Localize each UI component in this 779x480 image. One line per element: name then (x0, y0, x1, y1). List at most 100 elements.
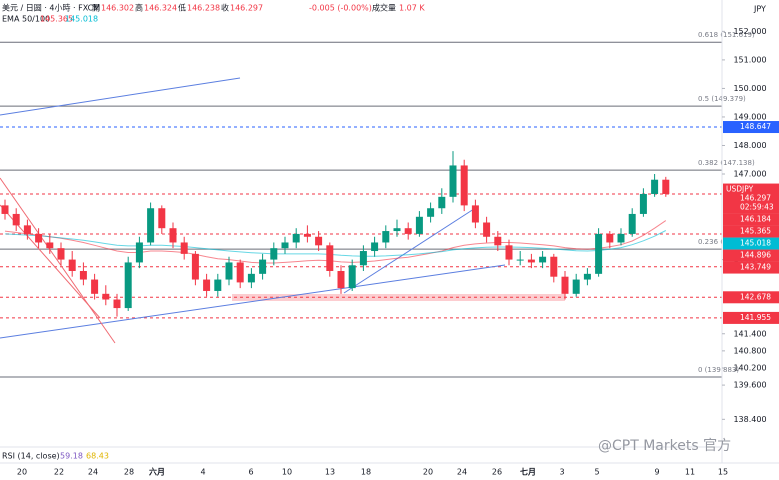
candle-body (460, 165, 468, 206)
candle-body (326, 245, 334, 271)
x-tick-label: 18 (361, 468, 371, 477)
y-tick-label: 148.000 (733, 141, 766, 150)
zone (232, 294, 565, 301)
ema-line (4, 230, 667, 257)
candle-body (57, 248, 65, 260)
candle-body (505, 245, 513, 260)
candle-body (124, 262, 132, 309)
currency: JPY (753, 5, 766, 14)
x-tick-label: 9 (654, 468, 659, 477)
candle-body (270, 248, 278, 260)
candle-body (79, 270, 87, 280)
candle-body (315, 236, 323, 246)
tag-value: 146.297 (740, 194, 771, 203)
ema-line (4, 220, 667, 264)
tag-value: 145.365 (740, 227, 771, 236)
candle-body (572, 279, 580, 294)
tag-name: USDJPY (726, 185, 754, 194)
candle-body (135, 242, 143, 263)
x-tick-label: 20 (423, 468, 433, 477)
rsi-value: 59.18 (60, 452, 83, 461)
candle-body (169, 228, 177, 243)
ohlc-value: 146.302 (101, 4, 134, 13)
candle-body (449, 165, 457, 197)
candle-body (180, 242, 188, 254)
plot-layer (1, 151, 670, 317)
candle-body (12, 213, 20, 226)
x-tick-label: 5 (594, 468, 599, 477)
candle-body (214, 279, 222, 291)
candle-body (292, 233, 300, 243)
candle-body (438, 196, 446, 209)
axis-layer: 152.000 151.000 150.000 149.000 148.000 147.0… (17, 27, 779, 477)
x-tick-label: 11 (685, 468, 695, 477)
candle-body (113, 299, 121, 309)
tag-value: 142.678 (740, 292, 771, 301)
candle-body (147, 208, 155, 243)
volume: 1.07 K (399, 4, 425, 13)
candle-body (337, 270, 345, 289)
ema-value: 145.365 (40, 15, 73, 24)
ema-value: 145.018 (65, 15, 98, 24)
ohlc-label: 開 (92, 4, 100, 13)
price-tag (723, 249, 779, 262)
candle-body (639, 193, 647, 214)
ohlc-label: 高 (135, 3, 143, 13)
x-tick-label: 七月 (520, 467, 536, 477)
x-tick-label: 24 (457, 468, 467, 477)
candle-body (651, 179, 659, 194)
ohlc-label: 收 (221, 3, 229, 13)
y-tick-label: 138.400 (733, 415, 766, 424)
x-tick-label: 22 (54, 468, 64, 477)
x-tick-label: 6 (248, 468, 253, 477)
x-tick-label: 4 (200, 468, 205, 477)
candle-body (247, 273, 255, 283)
x-tick-label: 15 (718, 468, 728, 477)
candle-body (236, 262, 244, 283)
candle-body (68, 259, 76, 271)
fib-label: 0.618 (151.619) (698, 31, 755, 39)
candle-body (404, 228, 412, 234)
symbol: 美元 / 日圆 · 4小時 · FXCM (2, 3, 100, 13)
trend-line (0, 77, 241, 116)
y-tick-label: 141.400 (733, 329, 766, 338)
candle-body (102, 293, 110, 300)
price-tag (723, 213, 779, 226)
candle-body (483, 222, 491, 237)
price-tag (723, 121, 779, 134)
trend-line (0, 264, 506, 339)
tag-value: 146.184 (740, 215, 771, 224)
price-tag (723, 291, 779, 304)
candle-body (91, 279, 99, 294)
candle-body (281, 242, 289, 249)
candle-body (628, 213, 636, 234)
tag-value: 144.896 (740, 251, 771, 260)
channel-line (0, 177, 116, 344)
tag-value: 141.955 (740, 313, 771, 322)
fib-label: 0.382 (147.138) (698, 159, 755, 167)
candle-body (225, 262, 233, 280)
x-tick-label: 20 (17, 468, 27, 477)
x-tick-label: 13 (325, 468, 335, 477)
candle-body (527, 259, 535, 263)
candle-body (561, 276, 569, 294)
ohlc-value: 146.297 (230, 4, 263, 13)
x-tick-label: 26 (492, 468, 502, 477)
candle-body (662, 179, 670, 194)
ohlc-value: 146.324 (144, 4, 177, 13)
candle-body (583, 273, 591, 280)
price-tag (723, 311, 779, 324)
candle-body (348, 265, 356, 289)
price-tag (723, 225, 779, 238)
candle-body (516, 259, 524, 261)
candle-body (393, 228, 401, 232)
price-tag (723, 261, 779, 274)
candle-body (550, 256, 558, 277)
fib-label: 0 (139.883) (698, 366, 739, 374)
tag-value: 148.647 (740, 122, 771, 131)
candle-body (427, 208, 435, 217)
candle-body (371, 242, 379, 252)
x-tick-label: 六月 (149, 467, 165, 477)
candle-body (382, 231, 390, 243)
